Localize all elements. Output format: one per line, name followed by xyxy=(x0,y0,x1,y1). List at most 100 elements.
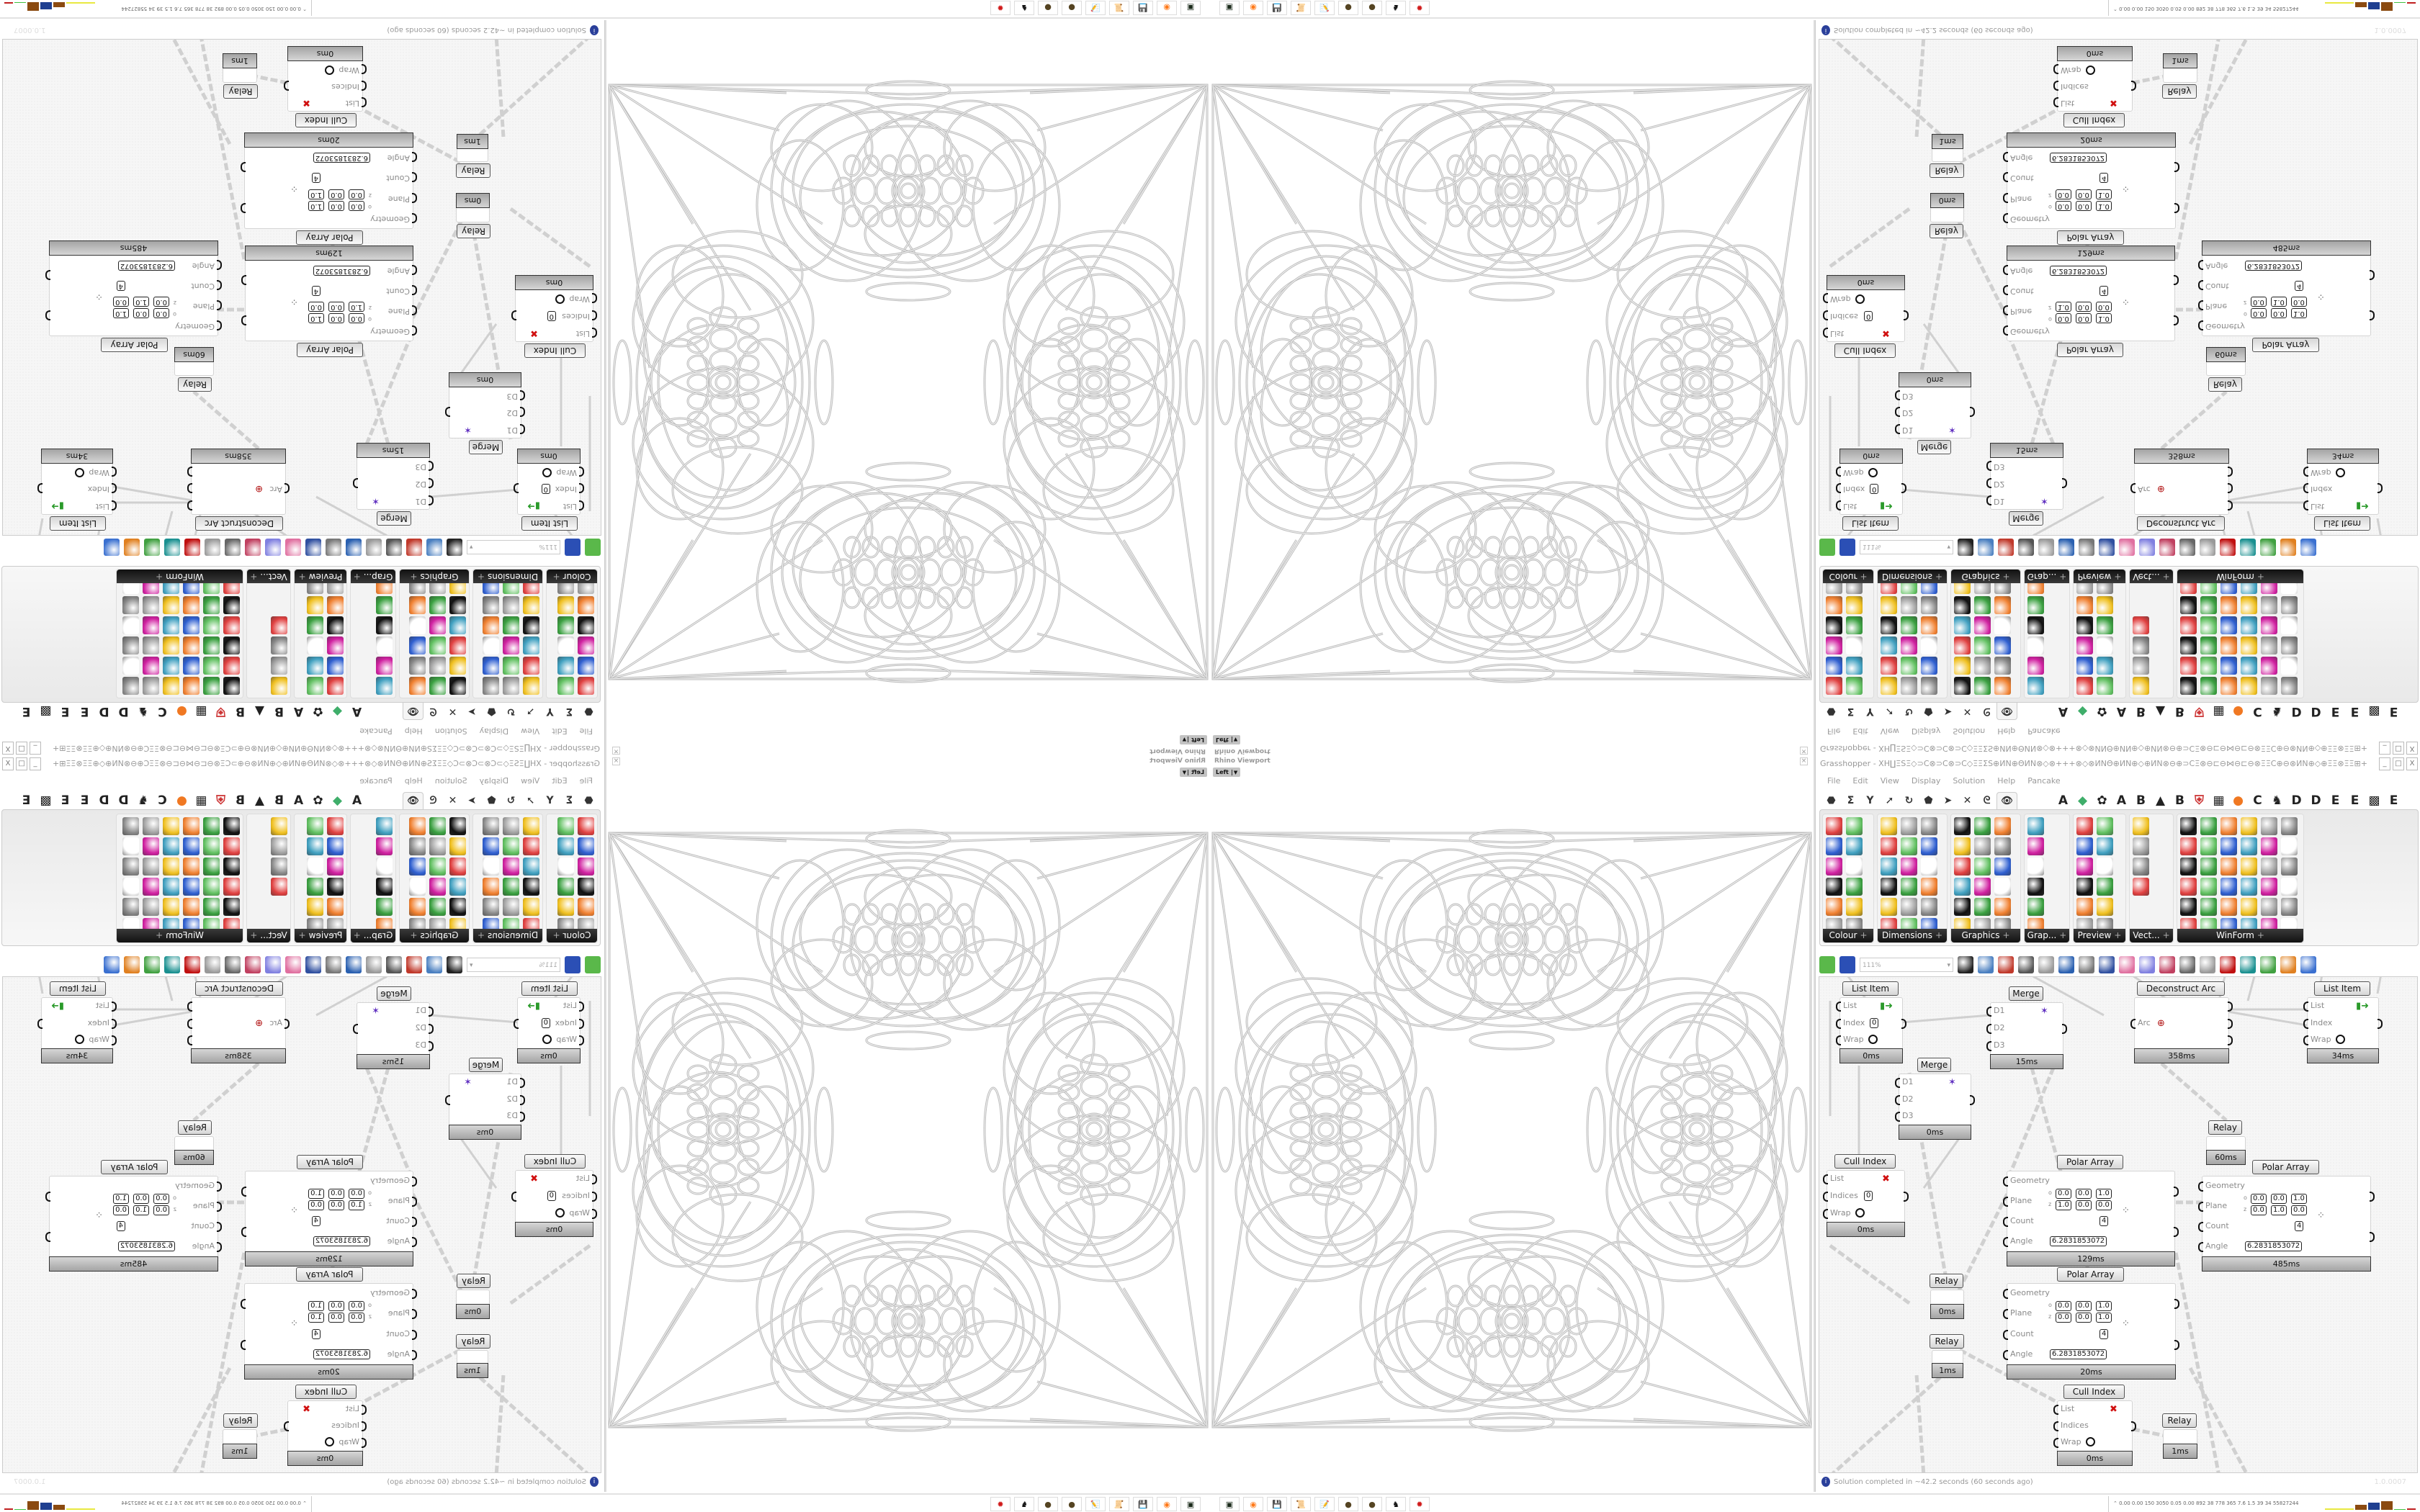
component-icon[interactable] xyxy=(523,596,539,614)
tab-plugin[interactable]: B xyxy=(236,793,245,808)
input-param[interactable]: D3 xyxy=(1902,1111,1914,1121)
component-icon[interactable] xyxy=(483,898,499,916)
tab-icon[interactable]: ⬟ xyxy=(487,795,496,806)
plane-o-z[interactable]: 1.0 xyxy=(113,308,129,318)
input-param[interactable]: Angle xyxy=(387,266,410,276)
component-icon[interactable] xyxy=(376,657,393,675)
input-param[interactable]: Index xyxy=(1843,485,1865,495)
index-value[interactable]: 0 xyxy=(547,1191,556,1201)
scroll-icon[interactable]: 📜 xyxy=(1109,1,1129,15)
component-icon[interactable] xyxy=(2097,677,2113,695)
count-value[interactable]: 4 xyxy=(311,173,321,184)
node-label[interactable]: Relay xyxy=(456,1274,491,1288)
input-grip[interactable] xyxy=(2003,152,2008,163)
plane-z-y[interactable]: 1.0 xyxy=(2271,297,2287,307)
input-param[interactable]: D2 xyxy=(1902,408,1914,418)
component-icon[interactable] xyxy=(409,817,426,835)
input-param[interactable]: List xyxy=(563,1000,577,1010)
plane-o-z[interactable]: 1.0 xyxy=(113,1194,129,1204)
component-icon[interactable] xyxy=(2076,677,2093,695)
wrap-toggle[interactable] xyxy=(1868,1035,1878,1045)
component-icon[interactable] xyxy=(1881,657,1897,675)
component-icon[interactable] xyxy=(1881,858,1897,876)
angle-value[interactable]: 6.2831853072 xyxy=(117,261,175,271)
tab-plugin[interactable]: D xyxy=(2311,704,2321,719)
node-label[interactable]: Cull Index xyxy=(524,343,586,358)
input-grip[interactable] xyxy=(2053,1421,2058,1431)
input-grip[interactable] xyxy=(2003,305,2008,315)
node-label[interactable]: Merge xyxy=(1917,1058,1952,1072)
preview-eye-icon[interactable] xyxy=(1978,539,1994,556)
input-param[interactable]: Plane xyxy=(387,307,410,316)
links-icon[interactable] xyxy=(2200,956,2215,973)
preview-eye-icon[interactable] xyxy=(1978,956,1994,973)
links-icon[interactable] xyxy=(205,539,220,556)
component-icon[interactable] xyxy=(2097,596,2113,614)
sketch-icon[interactable] xyxy=(406,956,422,973)
tab-plugin[interactable]: ▩ xyxy=(40,704,52,719)
component-icon[interactable] xyxy=(223,616,240,634)
input-grip[interactable] xyxy=(1823,1209,1828,1219)
count-value[interactable]: 4 xyxy=(2295,281,2304,291)
tab-plugin[interactable]: ◆ xyxy=(2077,704,2088,719)
plane-o-z[interactable]: 1.0 xyxy=(2096,1189,2112,1199)
component-icon[interactable] xyxy=(483,858,499,876)
firefox-icon[interactable]: ◉ xyxy=(1243,1,1263,15)
menu-pancake[interactable]: Pancake xyxy=(2027,726,2061,736)
tab-icon[interactable]: ⬣ xyxy=(1827,795,1836,806)
plane-z-x[interactable]: 1.0 xyxy=(349,302,364,312)
input-grip[interactable] xyxy=(2303,483,2308,494)
component-icon[interactable] xyxy=(409,898,426,916)
component-icon[interactable] xyxy=(1901,858,1917,876)
sphere-grey-icon[interactable] xyxy=(225,539,241,556)
tab-plugin[interactable]: C xyxy=(158,793,167,808)
tab-display-selected[interactable]: 👁 xyxy=(403,791,424,810)
zoom-input[interactable]: 111% xyxy=(1860,540,1953,554)
tab-plugin[interactable]: ● xyxy=(176,793,187,808)
angle-value[interactable]: 6.2831853072 xyxy=(117,1241,175,1251)
terminal-icon[interactable]: ▣ xyxy=(1219,1497,1240,1511)
plane-z-x[interactable]: 0.0 xyxy=(2056,1313,2071,1323)
input-param[interactable]: Plane xyxy=(2010,1308,2033,1318)
input-param[interactable]: Index xyxy=(2311,1017,2333,1027)
input-param[interactable]: Count xyxy=(191,282,215,291)
tab-display-selected[interactable]: 👁 xyxy=(1996,791,2017,810)
minimize-button[interactable]: _ xyxy=(30,757,41,770)
component-icon[interactable] xyxy=(2220,878,2237,896)
component-icon[interactable] xyxy=(271,858,287,876)
node-label[interactable]: Relay xyxy=(2208,1120,2243,1135)
input-grip[interactable] xyxy=(2130,483,2136,494)
output-grip[interactable] xyxy=(445,407,450,418)
rhino-viewport[interactable]: Rhino Viewport × Left▼ xyxy=(1210,20,1815,756)
component-icon[interactable] xyxy=(1901,596,1917,614)
node-body[interactable] xyxy=(223,67,257,83)
component-icon[interactable] xyxy=(523,898,539,916)
component-icon[interactable] xyxy=(1921,817,1937,835)
output-grip[interactable] xyxy=(284,81,289,91)
index-value[interactable]: 0 xyxy=(541,1017,550,1028)
input-param[interactable]: Count xyxy=(386,174,410,184)
tab-plugin[interactable]: E xyxy=(2350,704,2360,719)
node-label[interactable]: Relay xyxy=(2162,1413,2197,1428)
node-body[interactable] xyxy=(456,207,490,222)
component-icon[interactable] xyxy=(1846,657,1863,675)
teal-icon[interactable] xyxy=(2240,956,2256,973)
menu-help[interactable]: Help xyxy=(404,726,423,736)
gha-icon[interactable] xyxy=(346,956,362,973)
component-icon[interactable] xyxy=(1881,817,1897,835)
input-param[interactable]: D2 xyxy=(506,1094,518,1104)
component-icon[interactable] xyxy=(557,878,574,896)
input-param[interactable]: Angle xyxy=(192,261,215,271)
component-icon[interactable] xyxy=(2200,677,2217,695)
input-grip[interactable] xyxy=(1986,1041,1991,1051)
component-icon[interactable] xyxy=(143,898,159,916)
component-icon[interactable] xyxy=(2241,878,2257,896)
input-param[interactable]: D1 xyxy=(415,1006,426,1015)
input-param[interactable]: List xyxy=(345,1403,359,1413)
input-grip[interactable] xyxy=(284,1018,290,1029)
tab-plugin[interactable]: E xyxy=(60,793,70,808)
component-icon[interactable] xyxy=(1901,817,1917,835)
output-grip[interactable] xyxy=(187,1001,192,1012)
node-label[interactable]: Polar Array xyxy=(101,1160,168,1174)
cube-red-icon[interactable] xyxy=(2220,956,2236,973)
